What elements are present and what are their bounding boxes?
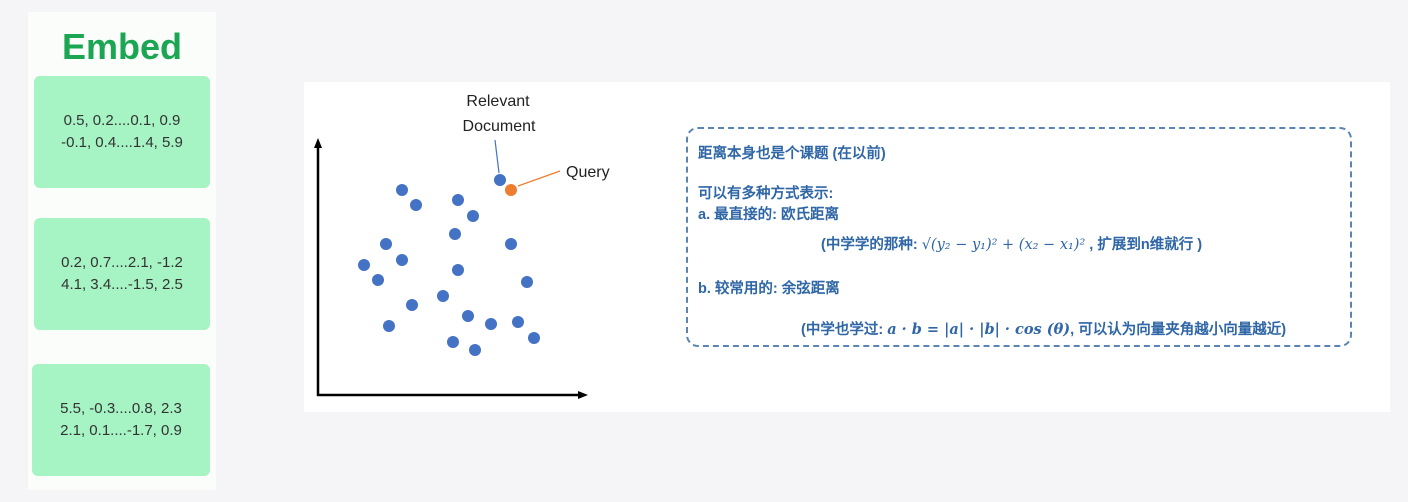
relevant-document-label: Relevant — [466, 93, 530, 110]
cosine-formula: a · b = |a| · |b| · cos (θ) — [887, 321, 1071, 338]
notes-cosine-formula: (中学也学过: a · b = |a| · |b| · cos (θ), 可以认… — [801, 318, 1286, 339]
y-axis-arrow — [314, 138, 322, 148]
vector-line: -0.1, 0.4....1.4, 5.9 — [61, 134, 183, 151]
notes-item-cosine: b. 较常用的: 余弦距离 — [698, 281, 840, 297]
formula-prefix: (中学也学过: — [801, 322, 888, 338]
document-point — [358, 259, 370, 271]
query-label: Query — [566, 164, 610, 181]
notes-item-euclidean: a. 最直接的: 欧氏距离 — [698, 207, 839, 223]
document-points — [358, 184, 540, 356]
vector-line: 4.1, 3.4....-1.5, 2.5 — [61, 276, 183, 293]
notes-euclidean-formula: (中学学的那种: √(y₂ − y₁)² + (x₂ − x₁)² , 扩展到n… — [821, 233, 1202, 254]
figure-panel: Relevant Document Query — [304, 82, 1390, 412]
document-point — [372, 274, 384, 286]
document-point — [406, 299, 418, 311]
document-point — [512, 316, 524, 328]
document-point — [449, 228, 461, 240]
vector-line: 0.2, 0.7....2.1, -1.2 — [61, 254, 183, 271]
document-point — [485, 318, 497, 330]
embed-panel: Embed 0.5, 0.2....0.1, 0.9 -0.1, 0.4....… — [28, 12, 216, 490]
document-point — [447, 336, 459, 348]
relevant-document-point — [494, 174, 506, 186]
embedding-vector-box: 0.5, 0.2....0.1, 0.9 -0.1, 0.4....1.4, 5… — [34, 76, 210, 188]
embedding-vector-box: 0.2, 0.7....2.1, -1.2 4.1, 3.4....-1.5, … — [34, 218, 210, 330]
document-point — [380, 238, 392, 250]
embed-title: Embed — [61, 26, 183, 67]
document-point — [437, 290, 449, 302]
document-point — [410, 199, 422, 211]
document-point — [469, 344, 481, 356]
document-point — [467, 210, 479, 222]
document-point — [528, 332, 540, 344]
x-axis-arrow — [578, 391, 588, 399]
document-point — [462, 310, 474, 322]
formula-suffix: , 扩展到n维就行 ) — [1085, 237, 1203, 253]
document-point — [396, 254, 408, 266]
document-point — [521, 276, 533, 288]
vector-space-diagram: Relevant Document Query — [314, 93, 610, 399]
document-point — [505, 238, 517, 250]
euclidean-formula: √(y₂ − y₁)² + (x₂ − x₁)² — [921, 237, 1086, 253]
embedding-vector-box: 5.5, -0.3....0.8, 2.3 2.1, 0.1....-1.7, … — [32, 364, 210, 476]
relevant-document-label: Document — [463, 118, 536, 135]
distance-notes-box: 距离本身也是个课题 (在以前) 可以有多种方式表示: a. 最直接的: 欧氏距离… — [686, 127, 1352, 347]
vector-line: 0.5, 0.2....0.1, 0.9 — [63, 112, 181, 129]
document-point — [452, 194, 464, 206]
relevant-document-pointer — [494, 139, 500, 174]
vector-line: 2.1, 0.1....-1.7, 0.9 — [60, 422, 182, 439]
query-point — [505, 184, 517, 196]
document-point — [452, 264, 464, 276]
query-pointer — [517, 170, 561, 187]
formula-prefix: (中学学的那种: — [821, 237, 922, 253]
document-point — [383, 320, 395, 332]
notes-intro: 可以有多种方式表示: — [698, 186, 834, 202]
document-point — [396, 184, 408, 196]
formula-suffix: , 可以认为向量夹角越小向量越近) — [1070, 322, 1287, 338]
vector-line: 5.5, -0.3....0.8, 2.3 — [60, 400, 182, 417]
notes-heading: 距离本身也是个课题 (在以前) — [698, 146, 886, 162]
